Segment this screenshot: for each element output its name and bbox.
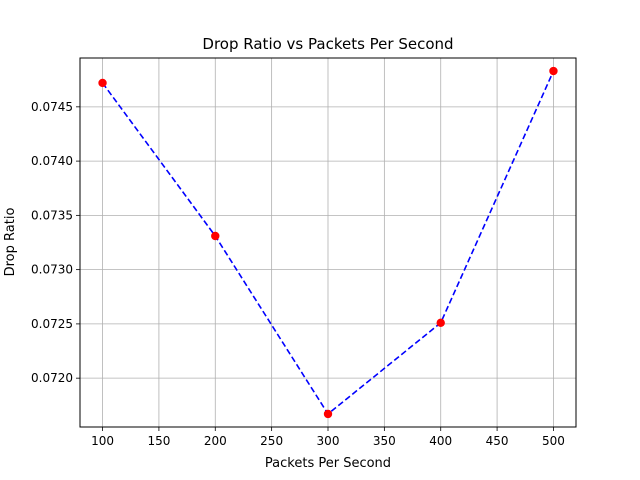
grid: [80, 58, 576, 427]
y-axis-label: Drop Ratio: [3, 208, 18, 277]
y-tick-label: 0.0735: [31, 208, 73, 222]
x-tick-label: 500: [542, 434, 565, 448]
x-tick-label: 350: [373, 434, 396, 448]
data-point: [211, 231, 220, 241]
y-tick-label: 0.0720: [31, 371, 73, 385]
x-tick-label: 250: [260, 434, 283, 448]
y-tick-label: 0.0740: [31, 154, 73, 168]
data-point: [549, 66, 558, 76]
data-point: [98, 78, 107, 88]
y-tick-label: 0.0730: [31, 263, 73, 277]
y-tick-label: 0.0745: [31, 100, 73, 114]
x-tick-label: 450: [486, 434, 509, 448]
x-tick-label: 300: [317, 434, 340, 448]
x-axis: 100 150 200 250 300 350 400 450 500: [91, 427, 565, 448]
x-tick-label: 200: [204, 434, 227, 448]
data-point: [436, 318, 445, 328]
x-tick-label: 100: [91, 434, 114, 448]
x-tick-label: 400: [429, 434, 452, 448]
x-tick-label: 150: [147, 434, 170, 448]
x-axis-label: Packets Per Second: [265, 456, 391, 471]
series: [98, 66, 558, 419]
y-tick-label: 0.0725: [31, 317, 73, 331]
y-axis: 0.0720 0.0725 0.0730 0.0735 0.0740 0.0745: [31, 100, 80, 385]
data-point: [323, 409, 333, 419]
chart-title: Drop Ratio vs Packets Per Second: [202, 35, 453, 53]
